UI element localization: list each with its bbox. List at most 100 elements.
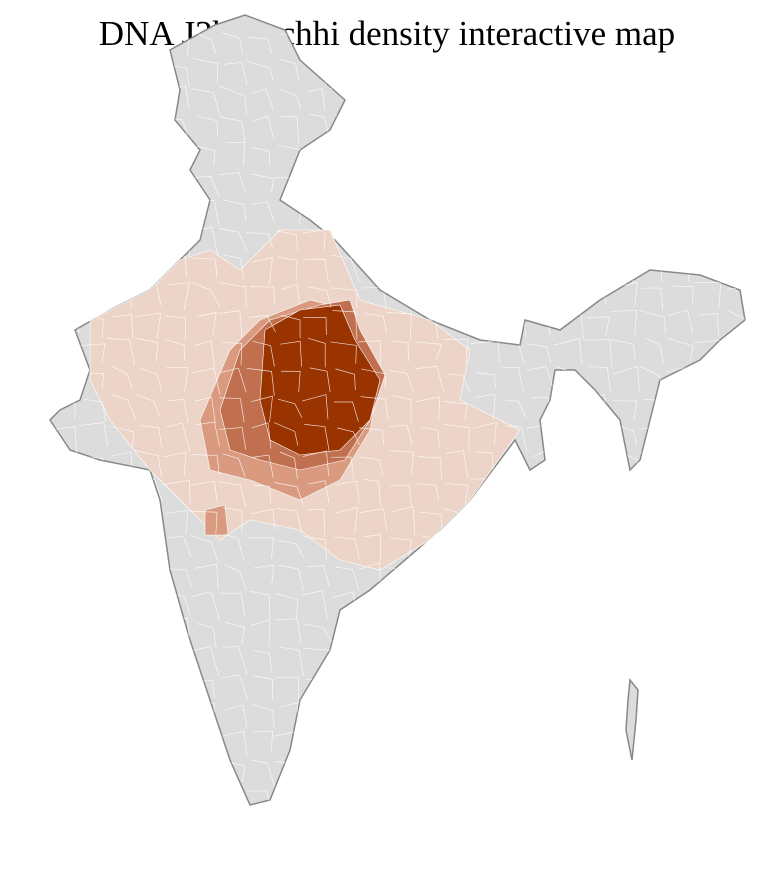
district-line — [391, 118, 417, 138]
district-line — [470, 786, 500, 805]
district-line — [474, 736, 497, 753]
district-line — [586, 316, 611, 336]
district-line — [554, 59, 582, 88]
district-line — [666, 60, 693, 85]
district-line — [110, 425, 134, 447]
district-line — [645, 60, 665, 85]
district-line — [556, 708, 577, 728]
district-line — [473, 90, 496, 110]
district-line — [584, 339, 613, 367]
district-line — [555, 563, 581, 585]
district-line — [698, 368, 724, 393]
district-line — [164, 648, 185, 676]
district-line — [56, 595, 80, 615]
district-line — [585, 479, 613, 503]
district-line — [246, 232, 274, 250]
district-line — [137, 675, 159, 700]
district-line — [141, 590, 163, 617]
district-line — [419, 142, 443, 168]
district-line — [700, 425, 721, 450]
district-line — [253, 675, 273, 699]
district-line — [50, 58, 73, 85]
district-line — [472, 114, 496, 138]
district-line — [110, 394, 137, 421]
district-line — [641, 228, 667, 252]
district-line — [416, 255, 441, 279]
district-line — [477, 678, 499, 699]
district-line — [589, 647, 611, 675]
district-line — [416, 57, 440, 85]
district-line — [533, 31, 554, 58]
district-line — [333, 197, 358, 226]
district-line — [533, 65, 555, 84]
district-line — [193, 58, 219, 84]
district-line — [670, 30, 693, 56]
district-line — [446, 763, 469, 788]
district-line — [386, 200, 417, 223]
district-line — [672, 285, 694, 305]
district-line — [218, 592, 246, 618]
district-line — [190, 535, 219, 562]
district-line — [84, 372, 105, 390]
district-line — [722, 225, 745, 255]
district-line — [331, 63, 358, 84]
district-line — [416, 396, 441, 421]
district-line — [168, 282, 190, 310]
district-line — [113, 785, 135, 805]
district-line — [722, 651, 745, 673]
district-line — [140, 651, 163, 671]
district-line — [501, 34, 524, 59]
district-line — [643, 621, 664, 643]
district-line — [554, 198, 584, 222]
district-line — [694, 453, 720, 477]
district-line — [336, 675, 360, 702]
district-line — [305, 30, 330, 58]
district-line — [307, 733, 329, 759]
district-line — [697, 197, 723, 224]
district-line — [498, 592, 523, 618]
andaman-islands[interactable] — [625, 678, 639, 761]
district-line — [666, 510, 693, 534]
district-line — [640, 675, 666, 702]
district-line — [252, 201, 275, 223]
district-line — [165, 339, 185, 361]
district-line — [476, 372, 497, 390]
district-line — [361, 730, 387, 760]
district-line — [250, 619, 270, 648]
district-line — [51, 702, 78, 732]
district-line — [308, 337, 326, 368]
district-line — [671, 428, 692, 448]
district-line — [224, 534, 245, 562]
district-line — [219, 397, 245, 423]
district-line — [638, 732, 662, 753]
district-line — [670, 563, 695, 592]
district-line — [667, 91, 692, 114]
district-line — [194, 396, 216, 424]
district-line — [729, 533, 745, 558]
district-line — [470, 57, 498, 83]
district-line — [222, 453, 246, 478]
district-line — [504, 91, 522, 112]
district-line — [51, 785, 77, 805]
district-line — [106, 227, 130, 251]
district-line — [166, 366, 189, 394]
district-line — [531, 202, 553, 225]
district-line — [667, 309, 693, 334]
district-line — [112, 733, 135, 753]
district-line — [56, 253, 81, 279]
district-line — [470, 760, 499, 787]
district-line — [392, 395, 412, 424]
district-line — [501, 675, 523, 704]
district-line — [389, 370, 414, 392]
district-line — [136, 256, 159, 284]
district-line — [611, 789, 638, 805]
district-line — [334, 401, 359, 422]
district-line — [588, 169, 607, 199]
district-line — [615, 228, 637, 251]
district-line — [610, 199, 638, 221]
district-line — [386, 226, 413, 256]
district-line — [248, 590, 271, 619]
district-line — [561, 141, 583, 165]
district-line — [723, 398, 745, 418]
